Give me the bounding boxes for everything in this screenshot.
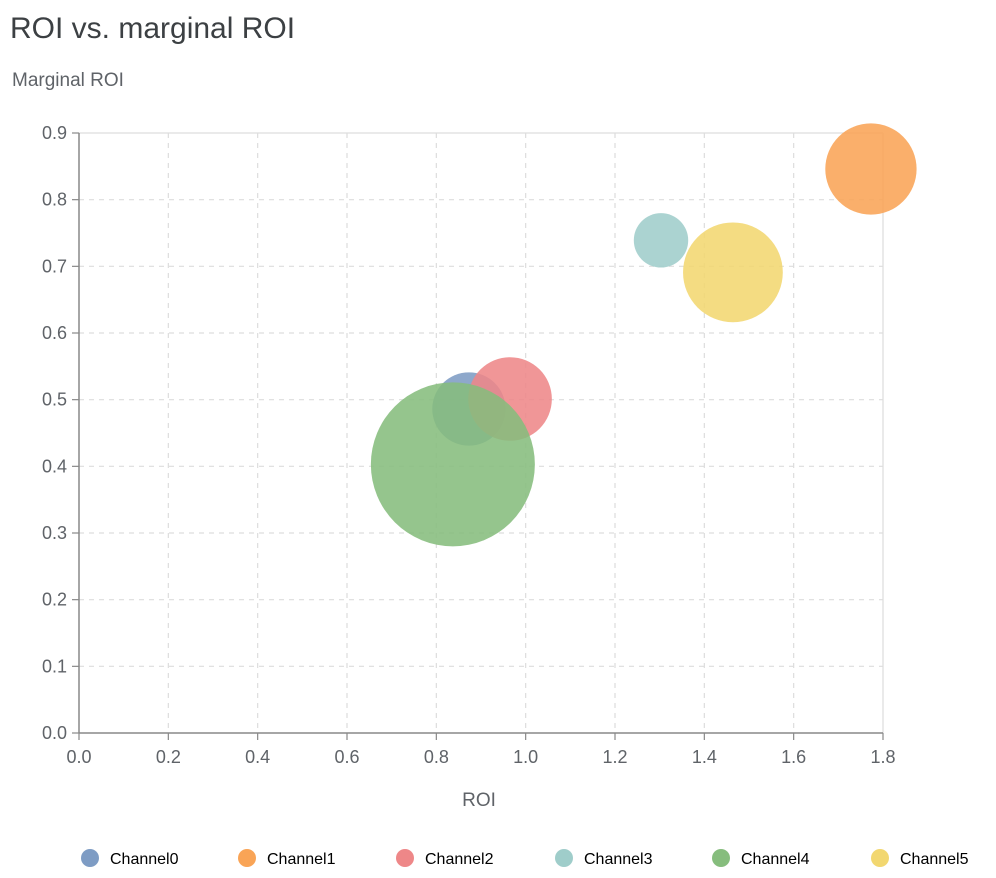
legend-item-channel1[interactable]: Channel1 — [238, 849, 336, 868]
legend: Channel0 Channel1 Channel2 Channel3 Channel4… — [81, 849, 969, 868]
legend-swatch — [555, 849, 573, 867]
x-axis-title: ROI — [462, 790, 496, 811]
bubble-channel5 — [683, 222, 783, 323]
y-tick-label: 0.1 — [42, 656, 67, 676]
x-tick-label: 0.0 — [66, 747, 91, 767]
chart-title: ROI vs. marginal ROI — [10, 12, 295, 45]
legend-item-channel0[interactable]: Channel0 — [81, 849, 179, 868]
legend-swatch — [238, 849, 256, 867]
legend-item-channel3[interactable]: Channel3 — [555, 849, 653, 868]
axes: 0.0 0.2 0.4 0.6 0.8 1.0 1.2 1.4 1.6 1.8 0.0 0.1 0.2 0… — [42, 123, 896, 767]
x-tick-label: 0.2 — [156, 747, 181, 767]
y-tick-label: 0.9 — [42, 123, 67, 143]
legend-item-channel5[interactable]: Channel5 — [871, 849, 969, 868]
legend-label: Channel1 — [267, 851, 336, 868]
y-axis-title: Marginal ROI — [12, 70, 124, 91]
y-tick-label: 0.6 — [42, 323, 67, 343]
legend-label: Channel3 — [584, 851, 653, 868]
legend-label: Channel2 — [425, 851, 494, 868]
y-tick-label: 0.0 — [42, 723, 67, 743]
legend-swatch — [81, 849, 99, 867]
legend-label: Channel0 — [110, 851, 179, 868]
bubble-channel3 — [633, 213, 689, 268]
bubble-channel1 — [825, 123, 917, 215]
y-tick-label: 0.8 — [42, 190, 67, 210]
y-tick-label: 0.7 — [42, 256, 67, 276]
legend-item-channel2[interactable]: Channel2 — [396, 849, 494, 868]
x-tick-label: 0.6 — [334, 747, 359, 767]
legend-label: Channel5 — [900, 851, 969, 868]
bubbles — [370, 123, 917, 547]
bubble-channel4 — [370, 382, 535, 547]
x-tick-label: 1.2 — [602, 747, 627, 767]
y-tick-label: 0.3 — [42, 523, 67, 543]
y-tick-label: 0.4 — [42, 456, 67, 476]
y-tick-label: 0.5 — [42, 390, 67, 410]
x-tick-label: 0.4 — [245, 747, 270, 767]
y-tick-label: 0.2 — [42, 590, 67, 610]
legend-swatch — [712, 849, 730, 867]
legend-swatch — [396, 849, 414, 867]
x-tick-label: 1.8 — [870, 747, 895, 767]
legend-swatch — [871, 849, 889, 867]
legend-item-channel4[interactable]: Channel4 — [712, 849, 810, 868]
legend-label: Channel4 — [741, 851, 810, 868]
x-tick-label: 1.4 — [692, 747, 717, 767]
x-tick-label: 0.8 — [424, 747, 449, 767]
x-tick-label: 1.0 — [513, 747, 538, 767]
x-tick-label: 1.6 — [781, 747, 806, 767]
